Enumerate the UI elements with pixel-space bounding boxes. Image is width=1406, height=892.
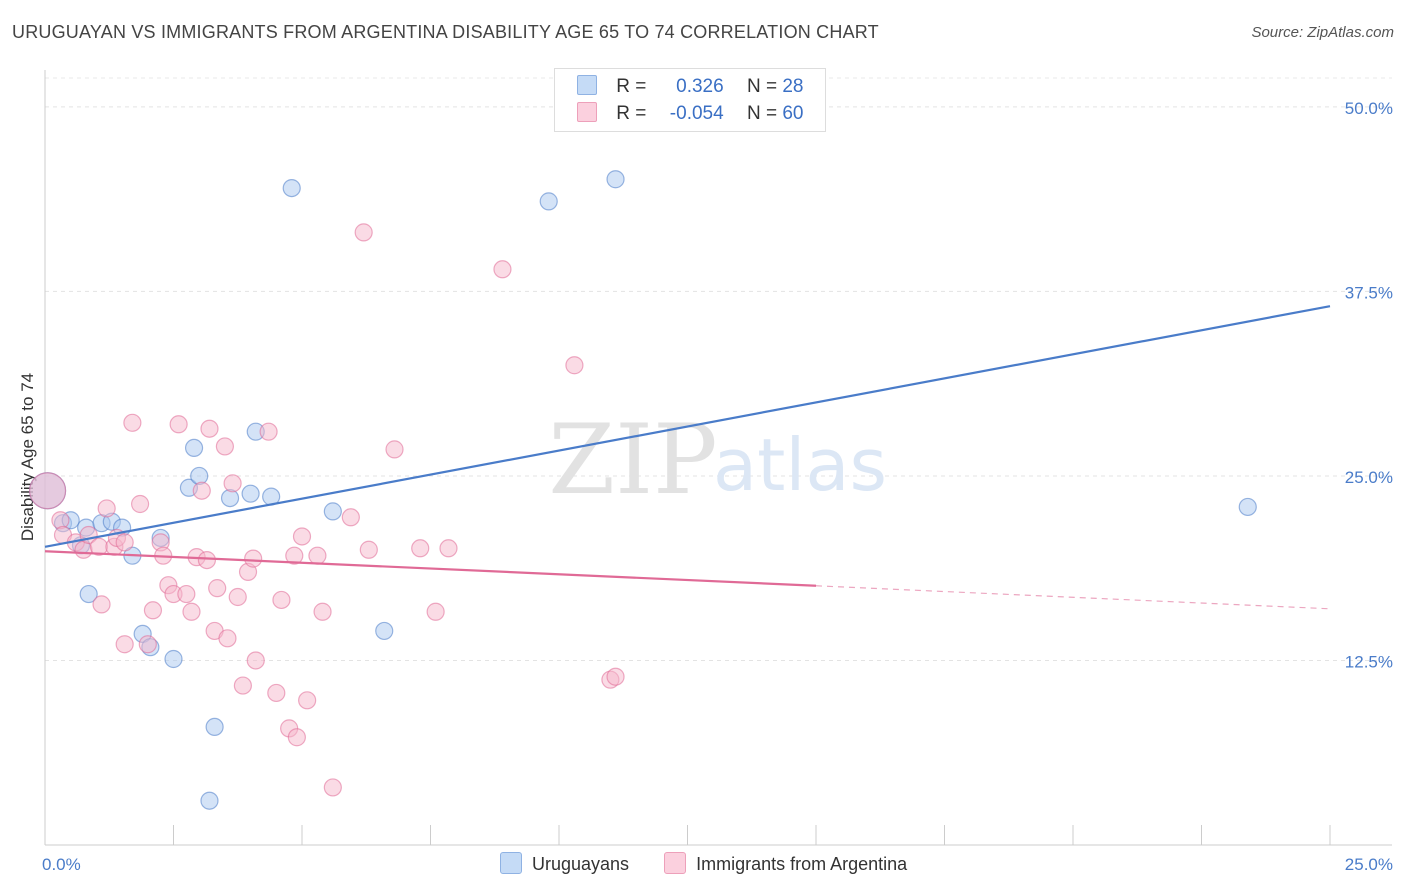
argentina-point [411, 539, 430, 558]
argentina-trend-line [44, 550, 817, 587]
uruguayans-point [200, 791, 219, 810]
legend-n-value: 28 [782, 76, 804, 97]
watermark-zip: ZIP [548, 404, 717, 516]
uruguayans-point [606, 170, 625, 189]
uruguayans-point [282, 178, 301, 198]
watermark: ZIP atlas [548, 404, 887, 516]
argentina-point [92, 595, 111, 614]
argentina-point [218, 629, 237, 648]
uruguayans-point [375, 621, 394, 641]
legend-swatch-blue [577, 75, 597, 95]
chart-source: Source: ZipAtlas.com [1251, 24, 1394, 41]
legend-swatch-pink [664, 852, 687, 874]
argentina-point [606, 667, 625, 686]
uruguayans-point [1238, 497, 1257, 517]
argentina-point [287, 728, 306, 747]
uruguayans-point [539, 192, 558, 211]
trend-lines [44, 305, 1331, 610]
legend-n-label: N = [746, 76, 778, 97]
legend-swatch-pink [577, 102, 597, 122]
argentina-point [182, 602, 201, 621]
argentina-point [385, 440, 404, 459]
chart-title: URUGUAYAN VS IMMIGRANTS FROM ARGENTINA D… [12, 22, 879, 42]
argentina-point [200, 419, 219, 438]
legend-item-uruguayans: Uruguayans [500, 852, 629, 875]
y-tick-label: 12.5% [1345, 652, 1393, 671]
legend-label: Immigrants from Argentina [696, 854, 908, 874]
argentina-point [493, 260, 512, 279]
argentina-points [28, 223, 625, 797]
correlation-legend: R = 0.326 N = 28 R = -0.054 N = 60 [554, 68, 826, 132]
tick-labels: 12.5% 25.0% 37.5% 50.0% 0.0% 25.0% [42, 99, 1393, 874]
argentina-point [267, 683, 286, 703]
uruguayans-point [79, 584, 98, 604]
argentina-point [28, 472, 67, 510]
legend-swatch-blue [500, 852, 522, 874]
y-tick-label: 37.5% [1345, 283, 1393, 302]
argentina-point [208, 579, 227, 598]
argentina-point [192, 481, 211, 500]
y-tick-label: 25.0% [1345, 468, 1393, 487]
legend-r-value: -0.054 [669, 103, 724, 124]
argentina-trend-extension [815, 585, 1331, 610]
argentina-point [246, 651, 265, 670]
uruguayans-trend-line [44, 305, 1331, 548]
legend-n-label: N = [746, 103, 778, 124]
argentina-point [197, 550, 217, 570]
axes [44, 70, 1392, 846]
argentina-point [223, 474, 242, 493]
uruguayans-point [164, 649, 183, 669]
argentina-point [143, 601, 163, 620]
argentina-point [244, 549, 263, 568]
argentina-point [115, 533, 134, 552]
argentina-point [341, 508, 360, 527]
watermark-atlas: atlas [713, 423, 887, 507]
argentina-point [228, 587, 247, 607]
argentina-point [354, 223, 373, 242]
argentina-point [123, 413, 142, 432]
argentina-point [272, 590, 291, 610]
argentina-point [285, 546, 304, 565]
argentina-point [259, 422, 278, 441]
uruguayans-point [190, 466, 209, 486]
argentina-point [426, 602, 445, 621]
x-tick-label: 0.0% [42, 855, 81, 874]
argentina-point [97, 499, 116, 518]
legend-item-argentina: Immigrants from Argentina [664, 852, 907, 875]
argentina-point [215, 437, 234, 456]
argentina-point [298, 691, 317, 710]
argentina-point [51, 511, 70, 530]
argentina-point [177, 584, 196, 604]
legend-label: Uruguayans [532, 854, 630, 874]
y-tick-label: 50.0% [1345, 99, 1393, 118]
uruguayans-point [241, 484, 260, 503]
argentina-point [308, 546, 327, 565]
series-legend: Uruguayans Immigrants from Argentina [500, 852, 937, 875]
legend-row-argentina: R = -0.054 N = 60 [577, 102, 803, 126]
argentina-point [138, 635, 157, 654]
argentina-point [359, 540, 378, 559]
x-tick-label: 25.0% [1345, 855, 1393, 874]
legend-row-uruguayans: R = 0.326 N = 28 [577, 75, 803, 99]
argentina-point [233, 676, 252, 695]
uruguayans-point [184, 438, 204, 458]
argentina-point [169, 415, 188, 434]
argentina-point [130, 494, 150, 514]
argentina-point [292, 527, 312, 546]
argentina-point [323, 778, 342, 797]
uruguayans-point [220, 488, 240, 508]
argentina-point [439, 539, 458, 558]
uruguayans-point [205, 717, 224, 737]
legend-r-label: R = [616, 103, 647, 124]
legend-n-value: 60 [782, 103, 804, 124]
argentina-point [313, 602, 332, 621]
legend-r-value: 0.326 [676, 76, 724, 97]
argentina-point [115, 635, 134, 654]
uruguayans-point [323, 502, 342, 521]
argentina-point [565, 356, 584, 375]
legend-r-label: R = [616, 76, 647, 97]
